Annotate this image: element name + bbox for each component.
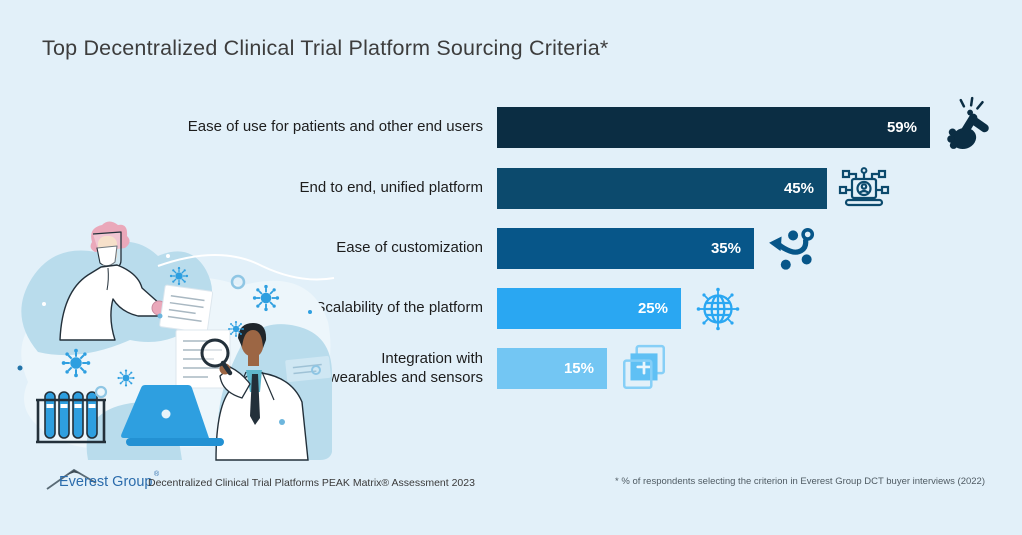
bar-value-label: 15% <box>563 360 594 377</box>
everest-group-logo: Everest Group ® <box>46 468 160 490</box>
customization-path-icon <box>762 223 820 275</box>
bar-value-label: 59% <box>886 119 917 136</box>
bar-row-scalability: Scalability of the platform 25% <box>0 287 1022 331</box>
laptop <box>121 385 224 446</box>
bar-label: Scalability of the platform <box>315 299 483 317</box>
bar: 59% <box>497 107 930 148</box>
source-text: Decentralized Clinical Trial Platforms P… <box>148 477 475 489</box>
page-title: Top Decentralized Clinical Trial Platfor… <box>42 36 609 60</box>
bar-value-label: 45% <box>783 180 814 197</box>
bar-label: End to end, unified platform <box>299 179 483 197</box>
clinical-trial-illustration <box>17 221 335 461</box>
integration-layers-icon <box>615 343 673 395</box>
logo-text: Everest Group <box>59 474 153 490</box>
bar-row-ease-of-use: Ease of use for patients and other end u… <box>0 96 1022 150</box>
bar: 15% <box>497 348 607 389</box>
snap-fingers-icon <box>938 94 996 156</box>
scientist-with-face-shield <box>59 221 167 341</box>
bar-value-label: 35% <box>710 240 741 257</box>
bar-row-integration: Integration with wearables and sensors 1… <box>0 344 1022 389</box>
logo-registered-mark: ® <box>154 470 160 478</box>
bar: 25% <box>497 288 681 329</box>
footnote-text: * % of respondents selecting the criteri… <box>615 476 985 487</box>
bar-row-unified-platform: End to end, unified platform 45% <box>0 167 1022 209</box>
test-tube-rack <box>36 391 106 444</box>
unified-platform-laptop-icon <box>835 163 893 215</box>
bar: 45% <box>497 168 827 209</box>
scientist-with-magnifier <box>200 323 309 461</box>
globe-network-icon <box>689 283 747 335</box>
bar: 35% <box>497 228 754 269</box>
bar-row-customization: Ease of customization 35% <box>0 228 1022 270</box>
bar-label: Ease of use for patients and other end u… <box>187 118 483 136</box>
bar-value-label: 25% <box>637 300 668 317</box>
bar-label: Ease of customization <box>336 239 483 257</box>
decorative-dots <box>17 254 321 425</box>
bar-label: Integration with wearables and sensors <box>328 349 483 386</box>
